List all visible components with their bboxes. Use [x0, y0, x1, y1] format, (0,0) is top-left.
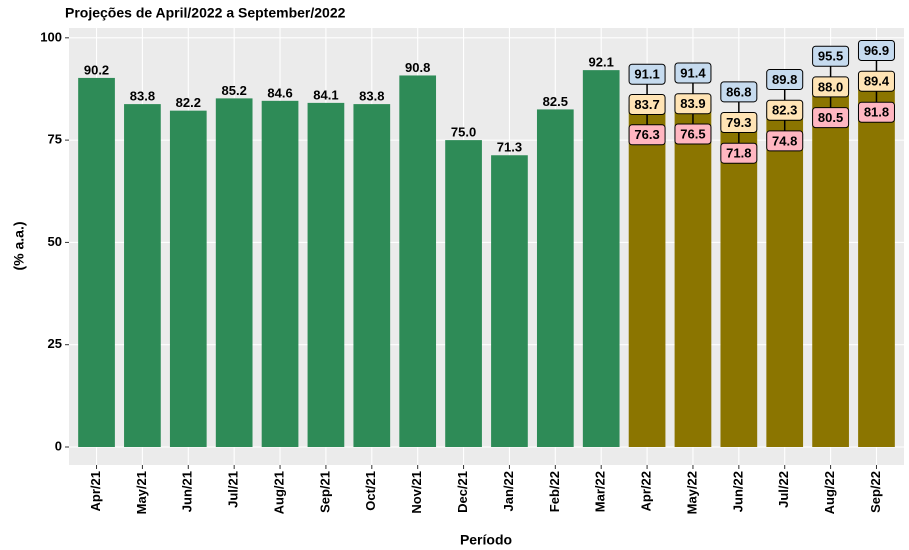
y-tick-label: 0: [55, 438, 62, 453]
x-tick-label: Jul/21: [226, 471, 241, 508]
median-label-box: [674, 93, 712, 115]
x-tick-label: Jun/22: [730, 471, 745, 512]
value-label: 92.1: [589, 55, 614, 70]
y-tick-label: 100: [40, 29, 62, 44]
bar: [124, 104, 161, 447]
bar: [582, 70, 620, 447]
x-tick-label: Apr/22: [639, 471, 654, 511]
median-label-box: [720, 112, 758, 134]
value-label: 71.3: [497, 140, 522, 155]
bar: [491, 155, 528, 447]
bar: [445, 140, 482, 447]
x-tick-label: May/22: [684, 471, 699, 514]
low-label-box: [812, 107, 850, 129]
chart-title: Projeções de April/2022 a September/2022: [65, 5, 346, 21]
low-label: 74.8: [772, 133, 797, 148]
median-label: 82.3: [772, 103, 797, 118]
x-tick-label: Sep/22: [868, 471, 883, 513]
value-label: 84.6: [267, 85, 292, 100]
median-label: 83.7: [634, 97, 659, 112]
y-axis-label: (% a.a.): [11, 221, 27, 270]
value-label: 82.2: [176, 95, 201, 110]
median-label: 89.4: [864, 74, 890, 89]
y-tick-label: 75: [48, 132, 62, 147]
median-label: 79.3: [726, 115, 751, 130]
bar: [674, 103, 712, 447]
bar: [628, 104, 666, 447]
x-tick-label: Oct/21: [363, 471, 378, 511]
low-label-box: [766, 130, 804, 152]
x-tick-label: Mar/22: [593, 471, 608, 512]
bar: [215, 98, 253, 447]
x-axis-label: Período: [460, 532, 512, 548]
high-label-box: [628, 63, 666, 85]
x-tick-label: Feb/22: [547, 471, 562, 512]
median-label-box: [857, 70, 895, 92]
high-label: 91.1: [634, 67, 659, 82]
value-label: 82.5: [543, 94, 568, 109]
bar: [766, 110, 804, 447]
bar: [78, 77, 115, 447]
high-label: 86.8: [726, 84, 751, 99]
x-tick-label: Aug/21: [271, 471, 286, 514]
high-label-box: [674, 62, 712, 84]
high-label: 91.4: [680, 65, 706, 80]
high-label: 89.8: [772, 72, 797, 87]
value-label: 75.0: [451, 125, 476, 140]
x-tick-label: Jun/21: [180, 471, 195, 512]
high-label-box: [812, 45, 850, 67]
x-tick-label: Nov/21: [409, 471, 424, 514]
bar: [399, 75, 437, 447]
value-label: 85.2: [222, 83, 247, 98]
low-label-box: [674, 123, 712, 145]
high-label-box: [857, 40, 895, 62]
value-label: 90.8: [405, 60, 430, 75]
low-label-box: [720, 142, 758, 164]
y-tick-label: 50: [48, 234, 62, 249]
value-label: 83.8: [359, 89, 384, 104]
high-label: 96.9: [864, 43, 889, 58]
x-tick-label: Sep/21: [317, 471, 332, 513]
plot-background: [69, 28, 904, 465]
bar: [858, 81, 895, 447]
x-tick-label: Dec/21: [455, 471, 470, 513]
low-label-box: [628, 124, 666, 146]
x-tick-label: May/21: [134, 471, 149, 514]
y-tick-label: 25: [48, 336, 62, 351]
bar: [169, 110, 207, 447]
bar: [720, 122, 758, 447]
bar: [353, 104, 391, 447]
low-label: 71.8: [726, 146, 751, 161]
low-label: 80.5: [818, 110, 843, 125]
x-tick-label: Jan/22: [501, 471, 516, 511]
bar: [536, 109, 574, 447]
bar: [261, 100, 299, 447]
value-label: 90.2: [84, 62, 109, 77]
value-label: 83.8: [130, 89, 155, 104]
x-tick-label: Aug/22: [822, 471, 837, 514]
high-label-box: [766, 69, 804, 91]
bar: [812, 86, 849, 447]
median-label: 83.9: [680, 96, 705, 111]
x-tick-label: Apr/21: [88, 471, 103, 511]
median-label-box: [812, 76, 850, 98]
low-label: 76.5: [680, 126, 705, 141]
low-label: 76.3: [634, 127, 659, 142]
low-label-box: [857, 101, 895, 123]
median-label: 88.0: [818, 79, 843, 94]
high-label-box: [720, 81, 758, 103]
bar: [307, 102, 345, 447]
x-tick-label: Jul/22: [776, 471, 791, 508]
high-label: 95.5: [818, 49, 843, 64]
low-label: 81.8: [864, 105, 889, 120]
median-label-box: [628, 94, 666, 116]
value-label: 84.1: [313, 87, 338, 102]
median-label-box: [766, 99, 804, 121]
